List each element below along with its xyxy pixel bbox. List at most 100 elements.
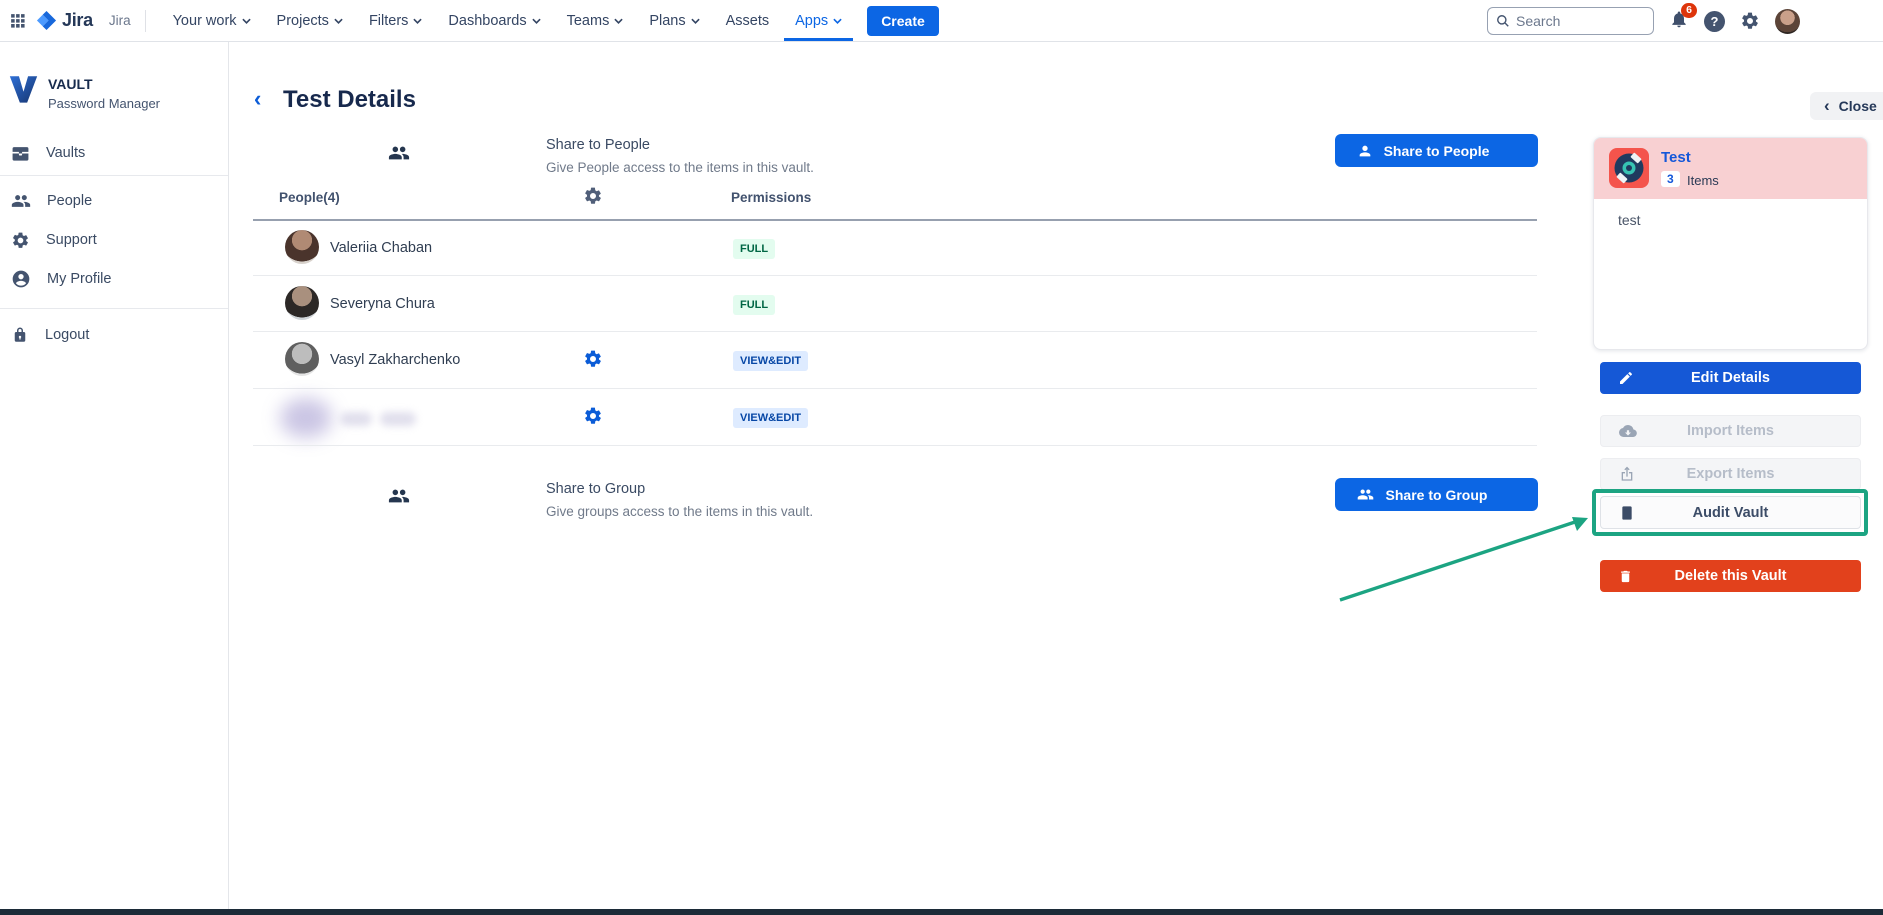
table-row-divider — [253, 331, 1537, 332]
share-people-title: Share to People — [546, 137, 650, 153]
share-group-desc: Give groups access to the items in this … — [546, 504, 814, 519]
export-icon — [1619, 466, 1635, 482]
search-box[interactable] — [1487, 7, 1654, 35]
share-people-desc: Give People access to the items in this … — [546, 160, 814, 175]
person-name-blurred — [340, 412, 372, 426]
back-button[interactable]: ‹ — [254, 86, 262, 111]
person-name: Severyna Chura — [330, 296, 435, 312]
share-to-group-button[interactable]: Share to Group — [1335, 478, 1538, 511]
vault-app-name: VAULT — [48, 76, 93, 92]
nav-item-assets[interactable]: Assets — [725, 12, 770, 29]
sidebar-item-my-profile[interactable]: My Profile — [0, 262, 228, 296]
edit-details-button[interactable]: Edit Details — [1600, 362, 1861, 394]
sidebar-item-vaults[interactable]: Vaults — [0, 136, 228, 170]
people-column-header: People(4) — [279, 190, 340, 205]
chevron-down-icon — [614, 18, 624, 24]
trash-icon — [1618, 569, 1633, 584]
app-switcher-icon[interactable] — [9, 12, 26, 29]
profile-icon — [12, 270, 30, 288]
sidebar-item-logout[interactable]: Logout — [0, 318, 228, 352]
share-people-icon — [388, 142, 410, 169]
nav-item-projects[interactable]: Projects — [266, 0, 354, 41]
person-name: Valeriia Chaban — [330, 240, 433, 256]
sidebar-item-people[interactable]: People — [0, 184, 228, 218]
vault-app-logo: VAULT Password Manager — [8, 72, 160, 111]
chevron-down-icon — [334, 18, 343, 24]
sidebar-divider — [0, 175, 228, 176]
nav-divider — [144, 9, 146, 32]
nav-menu: Your work Projects Filters Dashboards Te… — [162, 0, 854, 41]
gear-icon — [1742, 12, 1758, 29]
table-bottom-divider — [253, 445, 1537, 446]
chevron-down-icon — [531, 18, 541, 24]
delete-vault-button[interactable]: Delete this Vault — [1600, 560, 1861, 592]
avatar — [285, 342, 319, 376]
nav-item-filters[interactable]: Filters — [358, 0, 433, 41]
nav-item-your-work[interactable]: Your work — [162, 0, 262, 41]
cloud-download-icon — [1619, 422, 1637, 440]
annotation-arrow — [1339, 517, 1588, 602]
close-panel-button[interactable]: ‹ Close — [1810, 92, 1883, 120]
notifications-button[interactable]: 6 — [1669, 2, 1697, 34]
export-items-button[interactable]: Export Items — [1600, 458, 1861, 490]
nav-item-dashboards[interactable]: Dashboards — [437, 0, 551, 41]
taskbar-edge — [0, 909, 1883, 915]
project-label: Jira — [108, 13, 131, 28]
create-button[interactable]: Create — [867, 5, 939, 36]
people-icon — [11, 195, 31, 207]
gear-icon — [13, 232, 28, 248]
permissions-settings-icon[interactable] — [583, 186, 603, 206]
table-header-divider — [253, 219, 1537, 221]
vault-item-count: 3 — [1661, 171, 1680, 187]
help-button[interactable]: ? — [1704, 10, 1725, 32]
chest-icon — [12, 146, 29, 161]
share-group-title: Share to Group — [546, 481, 646, 497]
user-avatar[interactable] — [1775, 8, 1800, 34]
share-to-people-button[interactable]: Share to People — [1335, 134, 1538, 167]
search-input[interactable] — [1516, 13, 1626, 29]
pencil-icon — [1618, 370, 1634, 386]
avatar — [285, 286, 319, 320]
avatar-blurred — [280, 398, 332, 438]
audit-vault-button[interactable]: Audit Vault — [1600, 496, 1861, 529]
row-permission-gear-icon[interactable] — [583, 406, 603, 426]
row-permission-gear-icon[interactable] — [583, 349, 603, 369]
table-row-divider — [253, 275, 1537, 276]
table-row-divider — [253, 388, 1537, 389]
top-navigation: Jira Jira Your work Projects Filters — [0, 0, 1883, 42]
nav-item-plans[interactable]: Plans — [638, 0, 710, 41]
vault-card-header: Test 3 Items — [1594, 138, 1867, 199]
jira-wordmark: Jira — [62, 10, 93, 30]
vault-logo-icon — [9, 76, 38, 103]
sidebar-item-support[interactable]: Support — [0, 223, 228, 257]
vault-disc-icon — [1614, 152, 1644, 184]
nav-item-teams[interactable]: Teams — [556, 0, 635, 41]
vault-card[interactable]: Test 3 Items test — [1593, 137, 1868, 350]
permission-badge: FULL — [733, 239, 776, 259]
nav-item-apps[interactable]: Apps — [784, 0, 853, 41]
page-title: Test Details — [283, 86, 416, 113]
permission-badge: VIEW&EDIT — [733, 351, 809, 371]
share-group-icon — [388, 485, 410, 512]
import-items-button[interactable]: Import Items — [1600, 415, 1861, 447]
group-icon — [1357, 486, 1374, 503]
person-name-blurred — [380, 412, 416, 426]
jira-logo-mark — [36, 10, 57, 31]
chevron-down-icon — [241, 18, 251, 24]
notification-badge: 6 — [1681, 2, 1697, 18]
avatar — [285, 230, 319, 264]
person-icon — [1357, 143, 1373, 159]
lock-icon — [14, 327, 26, 342]
audit-document-icon — [1619, 505, 1635, 521]
settings-button[interactable] — [1740, 11, 1760, 31]
chevron-left-icon: ‹ — [1824, 95, 1830, 115]
permissions-column-header: Permissions — [731, 190, 812, 205]
nav-right-cluster: 6 ? — [1487, 0, 1800, 42]
vault-item-count-label: Items — [1687, 173, 1719, 188]
vault-tile — [1609, 148, 1649, 188]
search-icon — [1497, 15, 1509, 27]
sidebar: VAULT Password Manager Vaults People Sup… — [0, 42, 229, 909]
chevron-down-icon — [690, 18, 700, 24]
jira-logo[interactable]: Jira — [36, 10, 93, 31]
